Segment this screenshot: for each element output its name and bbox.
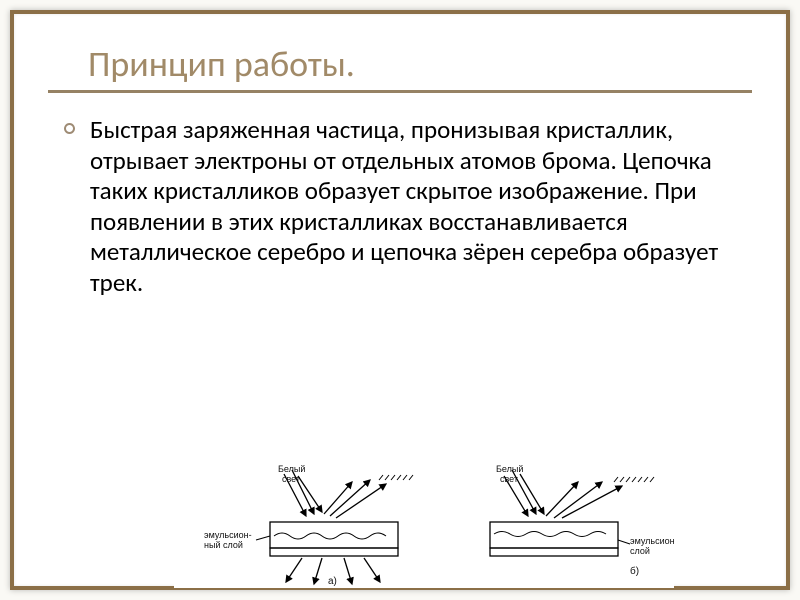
page-title: Принцип работы. [88, 42, 712, 86]
diagram-svg: Белый свет эмульсион- ный слой а) [174, 464, 674, 588]
right-label-pointer [618, 540, 630, 544]
slide-frame: Принцип работы. Быстрая заряженная части… [10, 10, 790, 590]
right-reflected-arrows [546, 482, 622, 518]
right-caption: б) [630, 565, 639, 577]
left-layer-texture [274, 533, 386, 539]
right-layer-texture [494, 532, 606, 537]
left-caption: а) [328, 576, 337, 587]
bullet-item: Быстрая заряженная частица, пронизывая к… [62, 115, 726, 298]
left-layer-label1: эмульсион- [204, 530, 252, 540]
emulsion-diagram: Белый свет эмульсион- ный слой а) [174, 464, 674, 588]
right-substrate [490, 548, 618, 556]
left-light-label1: Белый [278, 464, 305, 474]
bullet-icon [64, 123, 75, 134]
left-canopy [379, 475, 413, 480]
right-layer-label2: слой [630, 546, 650, 556]
body-paragraph: Быстрая заряженная частица, пронизывая к… [90, 115, 726, 298]
left-reflected-arrows [324, 480, 386, 518]
right-light-label2: свет [500, 474, 518, 484]
right-canopy [614, 477, 654, 482]
right-layer-label1: эмульсионный [630, 536, 674, 546]
left-substrate [270, 548, 398, 556]
title-block: Принцип работы. [48, 14, 752, 93]
left-layer-label2: ный слой [204, 540, 243, 550]
right-light-label1: Белый [496, 464, 523, 474]
right-layer-box [490, 522, 618, 548]
left-label-pointer [256, 536, 270, 540]
body-area: Быстрая заряженная частица, пронизывая к… [14, 93, 786, 298]
left-light-label2: свет [282, 474, 300, 484]
